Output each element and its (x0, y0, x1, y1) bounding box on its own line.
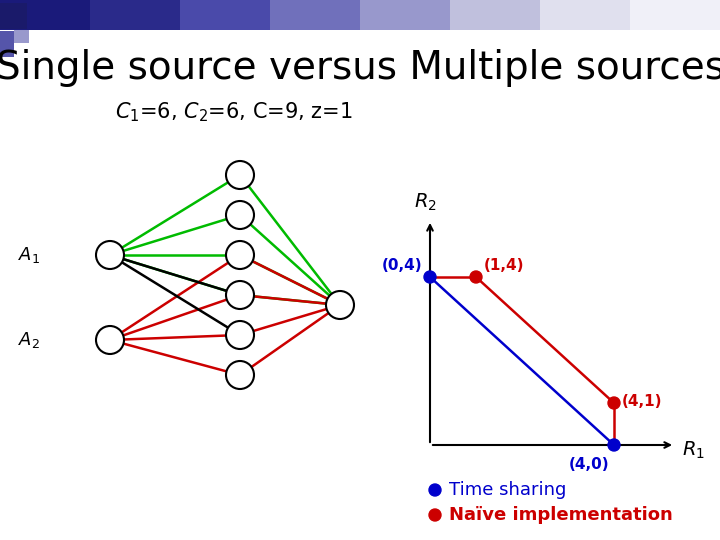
Bar (90, 0, 180, 30)
Circle shape (608, 439, 620, 451)
Bar (0, 3, 27, 29)
Text: Single source versus Multiple sources: Single source versus Multiple sources (0, 49, 720, 87)
Bar (540, 0, 630, 30)
Circle shape (424, 271, 436, 283)
Circle shape (96, 241, 124, 269)
Bar (450, 0, 540, 30)
Circle shape (470, 271, 482, 283)
Text: (1,4): (1,4) (484, 258, 524, 273)
Bar (630, 0, 720, 30)
Bar (270, 0, 360, 30)
Text: $A_2$: $A_2$ (18, 330, 40, 350)
Circle shape (429, 484, 441, 496)
Bar (360, 0, 450, 30)
Circle shape (226, 321, 254, 349)
Text: (4,1): (4,1) (622, 394, 662, 408)
Circle shape (429, 509, 441, 521)
Bar (180, 0, 270, 30)
Text: (0,4): (0,4) (382, 258, 422, 273)
Bar (0, 31, 14, 57)
Circle shape (226, 281, 254, 309)
Text: $R_2$: $R_2$ (413, 192, 436, 213)
Circle shape (226, 201, 254, 229)
Circle shape (326, 291, 354, 319)
Circle shape (608, 397, 620, 409)
Bar (14, 30, 29, 43)
Text: Naïve implementation: Naïve implementation (449, 506, 672, 524)
Circle shape (226, 361, 254, 389)
Text: (4,0): (4,0) (568, 457, 609, 472)
Circle shape (226, 161, 254, 189)
Text: $R_1$: $R_1$ (682, 440, 705, 461)
Text: $C_1$=6, $C_2$=6, C=9, z=1: $C_1$=6, $C_2$=6, C=9, z=1 (115, 100, 353, 124)
Text: Time sharing: Time sharing (449, 481, 567, 499)
Text: $A_1$: $A_1$ (18, 245, 40, 265)
Circle shape (96, 326, 124, 354)
Circle shape (226, 241, 254, 269)
Bar (0, 0, 90, 30)
